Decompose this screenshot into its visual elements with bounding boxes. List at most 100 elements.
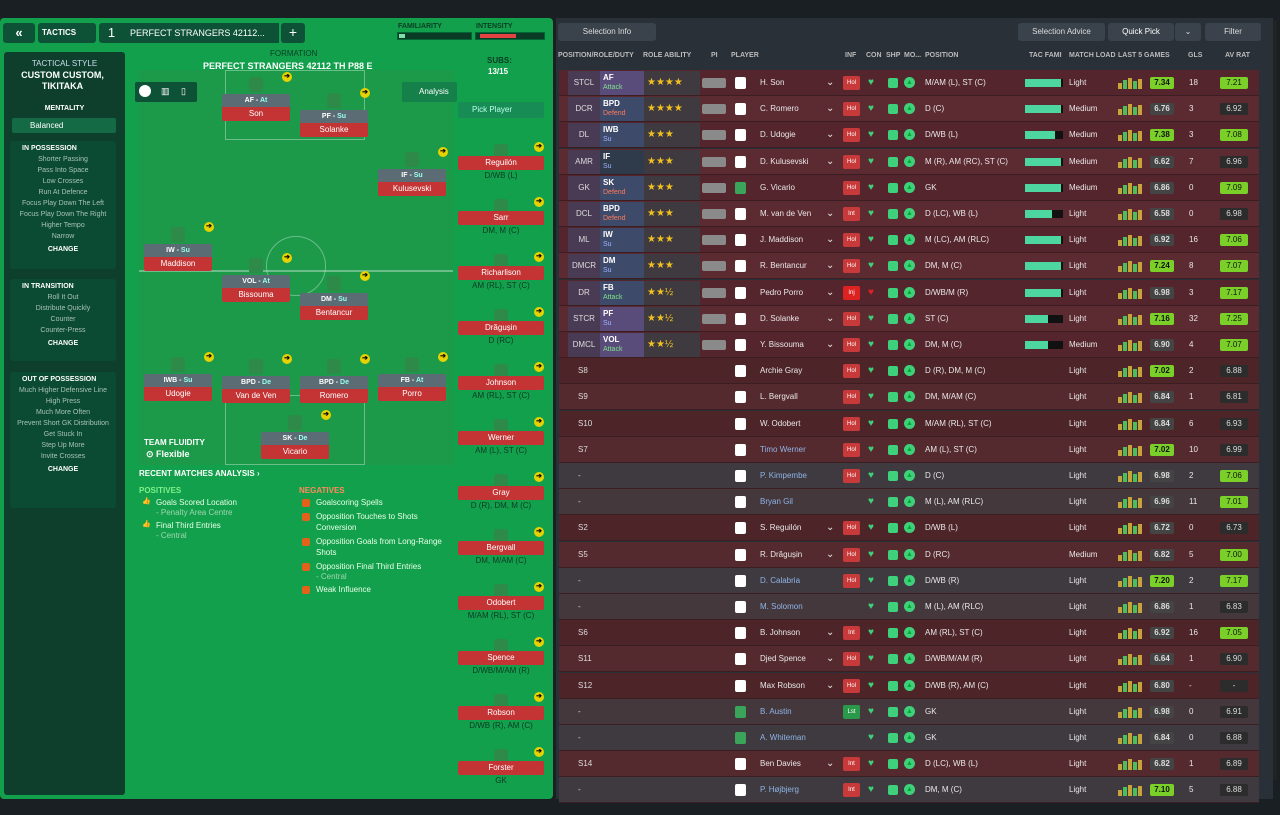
player-row[interactable]: DMCL VOL Attack ★★½ Y. Bissouma ⌄ Hol ♥ ▲ DM, M (… [559, 332, 1259, 358]
column-header[interactable]: PI [711, 52, 718, 59]
player-name[interactable]: Archie Gray [760, 366, 803, 376]
position-slot[interactable]: - [578, 733, 581, 742]
info-badge[interactable]: Hol [843, 469, 860, 483]
info-badge[interactable]: Hol [843, 547, 860, 562]
player-name[interactable]: Y. Bissouma [760, 340, 804, 349]
sub-player[interactable]: Spence D/WB/M/AM (R) [458, 651, 544, 675]
chevron-down-icon[interactable]: ⌄ [826, 260, 835, 272]
position-slot[interactable]: GK [568, 175, 600, 200]
position-slot[interactable]: S8 [578, 366, 588, 376]
role-duty[interactable]: SK Defend [600, 175, 644, 200]
player-row[interactable]: S14 Ben Davies ⌄ Int ♥ ▲ D (LC), WB (L) Light 6.… [559, 751, 1259, 778]
position-slot[interactable]: STCL [568, 71, 600, 95]
player-name[interactable]: Djed Spence [760, 654, 806, 664]
info-badge[interactable]: Hol [843, 102, 860, 117]
player-name[interactable]: H. Son [760, 78, 785, 87]
player-name[interactable]: Bissouma [222, 288, 290, 302]
sub-player[interactable]: Robson D/WB (R), AM (C) [458, 706, 544, 730]
player-row[interactable]: S5 R. Drăgușin ⌄ Hol ♥ ▲ D (RC) Medium 6.82 5 7.00 [559, 541, 1259, 568]
sub-player-name[interactable]: Odobert [458, 596, 544, 610]
sub-player-name[interactable]: Drăgușin [458, 321, 544, 335]
role-duty[interactable]: PF Su [600, 306, 644, 331]
column-header[interactable]: CON [866, 52, 882, 59]
position-slot[interactable]: S7 [578, 444, 588, 454]
sub-player-name[interactable]: Spence [458, 651, 544, 665]
pitch-player-van-de-ven[interactable]: BPD - De Van de Ven [222, 376, 290, 403]
chevron-down-icon[interactable]: ⌄ [826, 77, 835, 88]
player-role[interactable]: SK - De [261, 432, 329, 445]
sub-player[interactable]: Werner AM (L), ST (C) [458, 431, 544, 455]
info-badge[interactable]: Hol [843, 180, 860, 195]
info-badge[interactable]: Int [843, 207, 860, 221]
info-icon[interactable]: ▯ [181, 86, 186, 96]
player-instructions-icon[interactable] [702, 287, 726, 298]
pitch-player-bissouma[interactable]: VOL - At Bissouma [222, 275, 290, 302]
player-name[interactable]: Son [222, 107, 290, 121]
player-row[interactable]: S10 W. Odobert Hol ♥ ▲ M/AM (RL), ST (C) Light… [559, 410, 1259, 437]
position-slot[interactable]: S14 [578, 759, 593, 769]
out-of-possession-change-button[interactable]: CHANGE [47, 466, 79, 473]
player-role[interactable]: BPD - De [300, 376, 368, 389]
player-row[interactable]: S2 S. Reguilón ⌄ Hol ♥ ▲ D/WB (L) Light 6.72 0 6.7… [559, 515, 1259, 542]
in-possession-change-button[interactable]: CHANGE [47, 246, 79, 253]
player-row[interactable]: GK SK Defend ★★★ G. Vicario Hol ♥ ▲ GK Medium 6.86… [559, 174, 1259, 201]
add-tactic-button[interactable]: + [281, 23, 305, 43]
player-name[interactable]: D. Calabria [760, 575, 801, 585]
player-role[interactable]: FB - At [378, 374, 446, 387]
player-name[interactable]: Romero [300, 389, 368, 403]
info-badge[interactable]: Hol [843, 76, 860, 90]
sub-player-name[interactable]: Richarlison [458, 266, 544, 280]
sub-player[interactable]: Richarlison AM (RL), ST (C) [458, 266, 544, 290]
sub-player-name[interactable]: Forster [458, 761, 544, 775]
position-slot[interactable]: - [578, 602, 581, 611]
info-badge[interactable]: Hol [843, 364, 860, 379]
player-row[interactable]: - M. Solomon ♥ ▲ M (L), AM (RLC) Light 6.86 1 6.… [559, 594, 1259, 620]
position-slot[interactable]: DR [568, 280, 600, 305]
chevron-down-icon[interactable]: ⌄ [826, 339, 835, 350]
player-name[interactable]: S. Reguilón [760, 523, 802, 533]
info-badge[interactable]: Hol [843, 338, 860, 352]
player-instructions-icon[interactable] [702, 235, 726, 246]
column-header[interactable]: INF [845, 52, 857, 59]
player-name[interactable]: W. Odobert [760, 418, 801, 428]
column-header[interactable]: TAC FAMI [1029, 52, 1062, 59]
formation-name-dropdown[interactable]: PERFECT STRANGERS 42112 TH P88 E [203, 61, 373, 71]
player-name[interactable]: Solanke [300, 123, 368, 137]
player-name[interactable]: B. Johnson [760, 628, 801, 638]
column-header[interactable]: ROLE ABILITY [643, 52, 692, 59]
role-duty[interactable]: AF Attack [600, 71, 644, 95]
player-row[interactable]: - Bryan Gil ♥ ▲ M (L), AM (RLC) Light 6.96 11 7.… [559, 489, 1259, 516]
chevron-down-icon[interactable]: ⌄ [826, 627, 835, 639]
view-options[interactable]: ▥ ▯ [135, 82, 197, 102]
info-badge[interactable]: Inj [843, 285, 860, 300]
player-name[interactable]: D. Solanke [760, 313, 800, 323]
player-role[interactable]: DM - Su [300, 293, 368, 306]
player-name[interactable]: Bryan Gil [760, 497, 793, 507]
player-name[interactable]: D. Udogie [760, 130, 796, 140]
sub-player-name[interactable]: Johnson [458, 376, 544, 390]
familiarity-bar[interactable] [397, 32, 472, 40]
player-role[interactable]: AF - At [222, 94, 290, 107]
player-name[interactable]: Van de Ven [222, 389, 290, 403]
info-badge[interactable]: Hol [843, 521, 860, 536]
chevron-down-icon[interactable]: ⌄ [826, 129, 835, 141]
player-name[interactable]: Bentancur [300, 306, 368, 320]
position-slot[interactable]: STCR [568, 306, 600, 331]
pitch-player-porro[interactable]: FB - At Porro [378, 374, 446, 401]
player-row[interactable]: - B. Austin Lst ♥ ▲ GK Light 6.98 0 6.91 [559, 698, 1259, 725]
player-instructions-icon[interactable] [702, 78, 726, 88]
info-badge[interactable]: Hol [843, 678, 860, 693]
player-name[interactable]: Udogie [144, 387, 212, 401]
column-header[interactable]: MATCH LOAD [1069, 52, 1116, 59]
player-name[interactable]: J. Maddison [760, 235, 804, 245]
player-name[interactable]: Vicario [261, 445, 329, 459]
column-header[interactable]: POSITION [925, 52, 959, 59]
chevron-down-icon[interactable]: ⌄ [826, 548, 835, 560]
player-row[interactable]: S9 L. Bergvall Hol ♥ ▲ DM, M/AM (C) Light 6.84 1… [559, 384, 1259, 411]
player-instructions-icon[interactable] [702, 261, 726, 272]
position-slot[interactable]: DMCR [568, 254, 600, 279]
info-badge[interactable]: Hol [843, 259, 860, 274]
tactical-style-value[interactable]: CUSTOM CUSTOM, TIKITAKA [21, 70, 104, 91]
position-slot[interactable]: S10 [578, 418, 593, 428]
quick-pick-button[interactable]: Quick Pick [1108, 23, 1174, 41]
